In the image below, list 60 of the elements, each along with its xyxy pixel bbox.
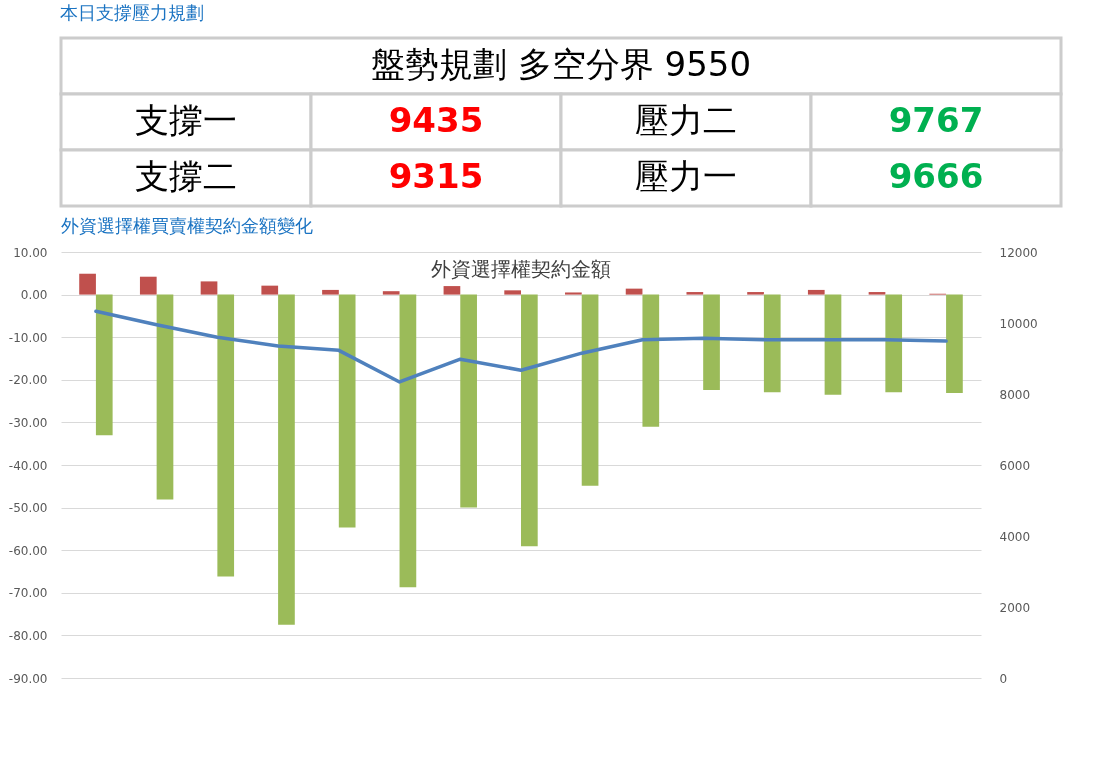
- y2-tick-label: 0: [999, 671, 1008, 686]
- bar: [79, 273, 96, 295]
- text: 支撐二: [135, 156, 237, 196]
- bar: [521, 294, 538, 547]
- bar: [95, 294, 113, 436]
- text: 9315: [388, 156, 484, 196]
- y-tick-label: -40.00: [8, 458, 48, 473]
- y-tick-label: -50.00: [8, 501, 48, 516]
- bar: [322, 289, 339, 295]
- bar: [703, 294, 720, 391]
- bar: [565, 292, 582, 295]
- chart-title: 外資選擇權契約金額: [431, 257, 611, 281]
- y-tick-label: 10.00: [13, 245, 48, 260]
- bar: [642, 294, 660, 427]
- y-tick-label: -90.00: [8, 671, 48, 686]
- bar: [399, 294, 417, 588]
- y2-tick-label: 4000: [999, 529, 1031, 544]
- y-tick-label: -20.00: [8, 373, 48, 388]
- bar: [581, 294, 599, 486]
- bar: [504, 290, 521, 295]
- bar: [200, 281, 218, 295]
- bar: [443, 286, 461, 295]
- line-series: [94, 309, 948, 384]
- y-tick-label: -70.00: [8, 586, 48, 601]
- text: 支撐一: [135, 100, 237, 140]
- bar: [338, 294, 356, 528]
- y2-tick-label: 10000: [999, 316, 1038, 331]
- bar: [807, 289, 825, 295]
- y-tick-label: -80.00: [8, 628, 48, 643]
- y-tick-label: -10.00: [8, 330, 48, 345]
- bar: [946, 294, 963, 394]
- bar: [278, 294, 295, 625]
- bar: [824, 294, 842, 395]
- bar: [460, 294, 477, 508]
- text: 外資選擇權買賣權契約金額變化: [61, 215, 313, 236]
- y-tick-label: -60.00: [8, 543, 48, 558]
- y-tick-label: 0.00: [20, 288, 48, 303]
- bar: [156, 294, 174, 500]
- text: 9666: [888, 156, 984, 196]
- text: 壓力一: [635, 156, 737, 196]
- bar: [382, 291, 400, 295]
- text: 9767: [888, 100, 984, 140]
- bar: [625, 288, 643, 295]
- text: 壓力二: [635, 100, 737, 140]
- y2-tick-label: 12000: [999, 245, 1038, 260]
- bar: [261, 285, 279, 295]
- bar: [139, 276, 157, 295]
- bar: [217, 294, 235, 577]
- bar: [885, 294, 903, 393]
- text: 盤勢規劃 多空分界 9550: [370, 44, 752, 84]
- text: 9435: [388, 100, 484, 140]
- bar: [868, 292, 886, 295]
- y2-tick-label: 6000: [999, 458, 1031, 473]
- bar: [686, 292, 704, 295]
- y-tick-label: -30.00: [8, 415, 48, 430]
- y2-tick-label: 8000: [999, 387, 1031, 402]
- bar: [763, 294, 781, 393]
- text: 本日支撐壓力規劃: [59, 1, 204, 23]
- y2-tick-label: 2000: [999, 600, 1031, 615]
- bar: [747, 292, 764, 295]
